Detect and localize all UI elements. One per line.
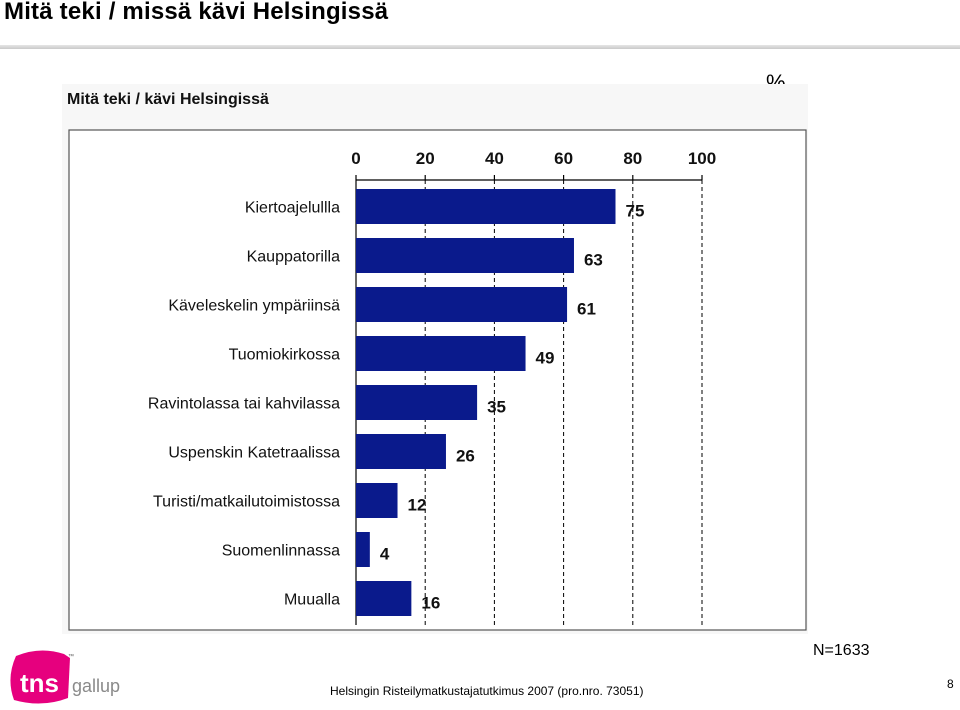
x-tick-label: 60	[554, 149, 573, 168]
category-label: Muualla	[284, 592, 340, 609]
slide-title: Mitä teki / missä kävi Helsingissä	[4, 0, 389, 25]
bar	[356, 532, 370, 567]
x-tick-label: 80	[623, 149, 642, 168]
data-label: 26	[456, 447, 475, 466]
sample-size-label: N=1633	[813, 642, 870, 659]
logo-swoosh-shape	[10, 650, 71, 704]
x-tick-label: 40	[485, 149, 504, 168]
bar	[356, 189, 616, 224]
data-label: 61	[577, 300, 596, 319]
category-label: Tuomiokirkossa	[229, 347, 341, 364]
bar	[356, 483, 398, 518]
bar	[356, 336, 526, 371]
data-label: 63	[584, 251, 603, 270]
category-label: Ravintolassa tai kahvilassa	[148, 396, 340, 413]
data-label: 4	[380, 545, 390, 564]
data-label: 75	[626, 202, 645, 221]
x-tick-label: 20	[416, 149, 435, 168]
bar-chart-svg: Mitä teki / kävi Helsingissä 0 20 40 60 80 10…	[62, 84, 808, 634]
data-label: 12	[408, 496, 427, 515]
bar	[356, 238, 574, 273]
bar	[356, 581, 412, 616]
x-tick-label: 100	[688, 149, 716, 168]
logo-trademark: ™	[68, 653, 74, 660]
category-label: Kiertoajelullla	[245, 200, 340, 217]
page-number: 8	[947, 677, 954, 691]
category-label: Uspenskin Katetraalissa	[168, 445, 340, 462]
bar-chart: Mitä teki / kävi Helsingissä 0 20 40 60 80 10…	[62, 84, 808, 634]
category-label: Suomenlinnassa	[222, 543, 340, 560]
bar	[356, 287, 568, 322]
chart-marks: 0 20 40 60 80 100 Kiertoajelullla 75 Kauppatoril…	[148, 149, 716, 625]
data-label: 35	[487, 398, 506, 417]
chart-title: Mitä teki / kävi Helsingissä	[67, 91, 269, 108]
bar	[356, 385, 478, 420]
x-tick-label: 0	[351, 149, 360, 168]
logo-brand-word: tns	[20, 668, 59, 698]
bar	[356, 434, 446, 469]
data-label: 49	[536, 349, 555, 368]
source-footnote: Helsingin Risteilymatkustajatutkimus 200…	[330, 684, 644, 698]
data-label: 16	[421, 594, 440, 613]
category-label: Kauppatorilla	[247, 249, 341, 266]
title-divider	[0, 45, 960, 49]
tns-gallup-logo: tns gallup ™	[10, 650, 120, 704]
category-label: Turisti/matkailutoimistossa	[153, 494, 340, 511]
logo-sub-word: gallup	[72, 676, 120, 696]
category-label: Käveleskelin ympäriinsä	[168, 298, 340, 315]
